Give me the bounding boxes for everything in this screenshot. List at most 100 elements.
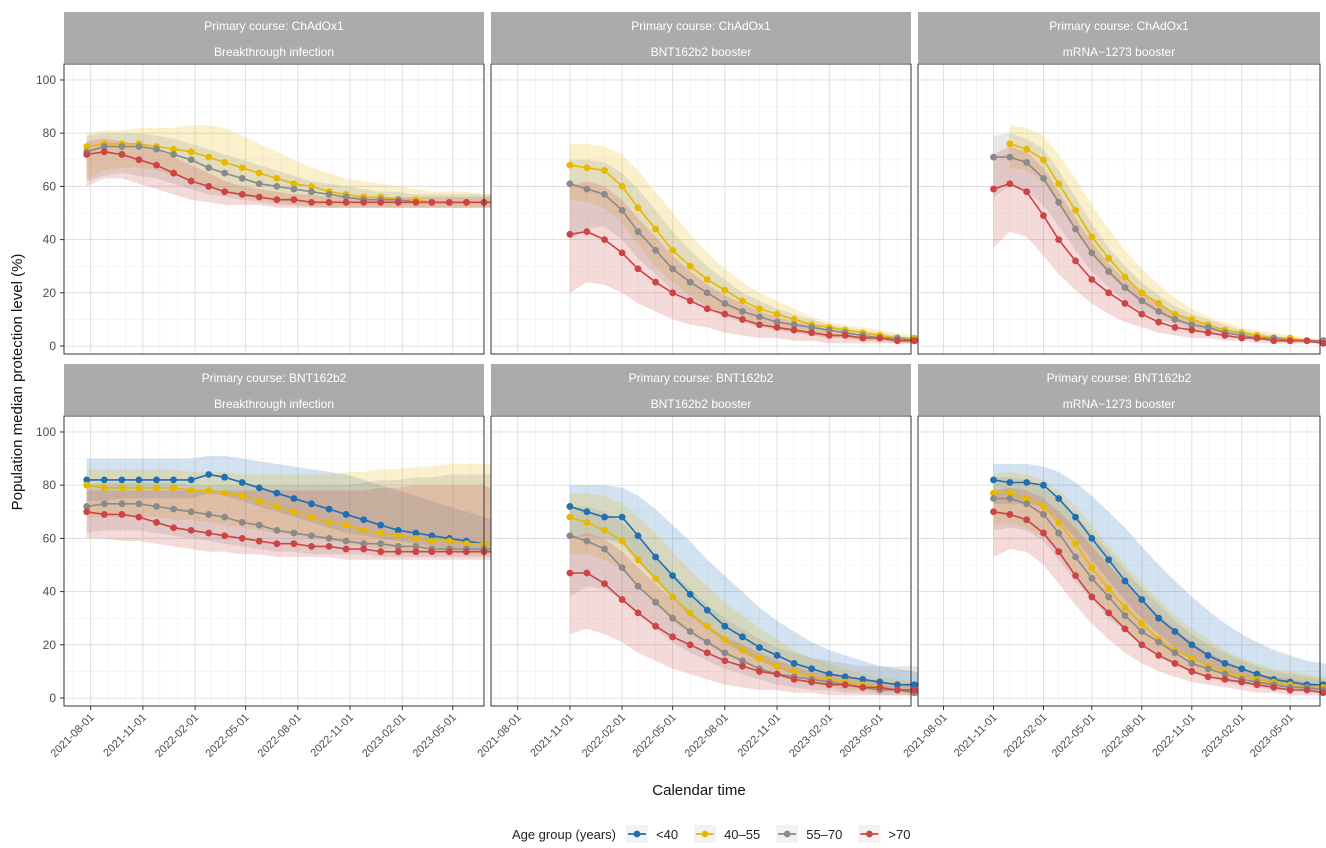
data-point [773,652,781,659]
data-point [342,545,350,553]
facet-panel: Primary course: ChAdOx1 mRNA−1273 booster [917,12,1326,355]
data-point [1303,686,1311,694]
data-point [1121,300,1129,307]
data-point [1221,675,1229,683]
strip-label-primary-course: Primary course: BNT162b2 [202,371,347,385]
data-point [893,686,901,694]
data-point [205,182,213,190]
data-point [135,513,143,521]
data-point [290,540,298,548]
data-point [756,321,763,329]
data-point [1105,289,1113,297]
data-point [990,153,997,161]
data-point [1204,329,1212,337]
data-point [721,636,729,643]
data-point [325,542,333,550]
data-point [1040,529,1047,537]
data-point [703,649,711,657]
data-point [601,167,608,174]
x-tick-label: 2022-02-01 [1001,712,1049,760]
legend-item-label: 55–70 [806,827,842,842]
data-point [876,683,884,691]
data-point [652,622,659,630]
x-tick-label: 2021-08-01 [49,712,97,760]
strip-label-outcome: mRNA−1273 booster [1063,397,1175,411]
y-tick-label: 100 [36,425,56,439]
data-point [445,198,453,206]
confidence-band [86,474,588,557]
data-point [170,169,177,177]
data-point [721,657,729,665]
data-point [394,527,402,534]
data-point [1221,331,1229,339]
confidence-band [569,159,967,344]
strip-label-primary-course: Primary course: ChAdOx1 [1049,19,1189,33]
data-point [428,532,436,540]
data-point [756,313,763,321]
strip-label-outcome: Breakthrough infection [214,397,334,411]
data-point [669,614,677,622]
data-point [428,537,436,545]
data-point [1105,268,1113,275]
data-point [756,305,763,313]
confidence-band [569,181,967,344]
data-point [1155,308,1163,315]
data-point [1023,145,1031,153]
data-point [255,169,263,177]
data-point [360,198,368,206]
data-point [1121,612,1129,619]
confidence-band [993,477,1326,693]
data-point [618,249,626,257]
x-tick-label: 2021-11-01 [528,712,576,760]
data-point [238,479,246,486]
data-point [1188,316,1196,323]
data-point [601,545,608,553]
data-point [153,476,160,484]
data-point [1055,198,1063,206]
data-point [739,646,746,654]
strip-label-primary-course: Primary course: ChAdOx1 [204,19,344,33]
data-point [721,622,729,630]
confidence-band [993,471,1326,693]
x-tick-label: 2023-05-01 [1248,712,1296,760]
data-point [255,484,263,492]
data-point [601,190,608,198]
data-point [1238,334,1246,342]
data-point [170,145,177,153]
data-point [1138,310,1146,318]
data-point [703,276,711,283]
data-point [238,492,246,500]
data-point [634,556,642,564]
data-point [1171,310,1179,318]
data-point [669,593,677,601]
data-point [566,569,574,577]
data-point [990,489,997,497]
data-point [238,164,246,172]
data-point [360,527,368,534]
data-point [83,508,91,516]
data-point [153,145,160,153]
data-point [669,289,677,297]
legend-item: <40 [626,825,678,843]
data-point [290,185,298,193]
y-tick-label: 60 [43,179,57,193]
data-point [566,513,574,521]
data-point [308,188,315,196]
data-point [634,204,642,212]
panel-border [63,415,485,707]
panel-background [64,64,484,354]
data-point [1303,337,1311,345]
data-point [1319,339,1326,347]
data-point [1088,249,1096,257]
data-point [1072,572,1079,580]
panel-background [491,416,911,706]
data-point [255,497,263,505]
data-point [273,175,281,182]
data-point [601,527,608,534]
data-point [290,180,298,188]
data-point [1023,479,1031,486]
x-tick-label: 2022-05-01 [203,712,251,760]
data-point [618,564,626,572]
data-point [739,308,746,315]
data-point [859,675,867,683]
